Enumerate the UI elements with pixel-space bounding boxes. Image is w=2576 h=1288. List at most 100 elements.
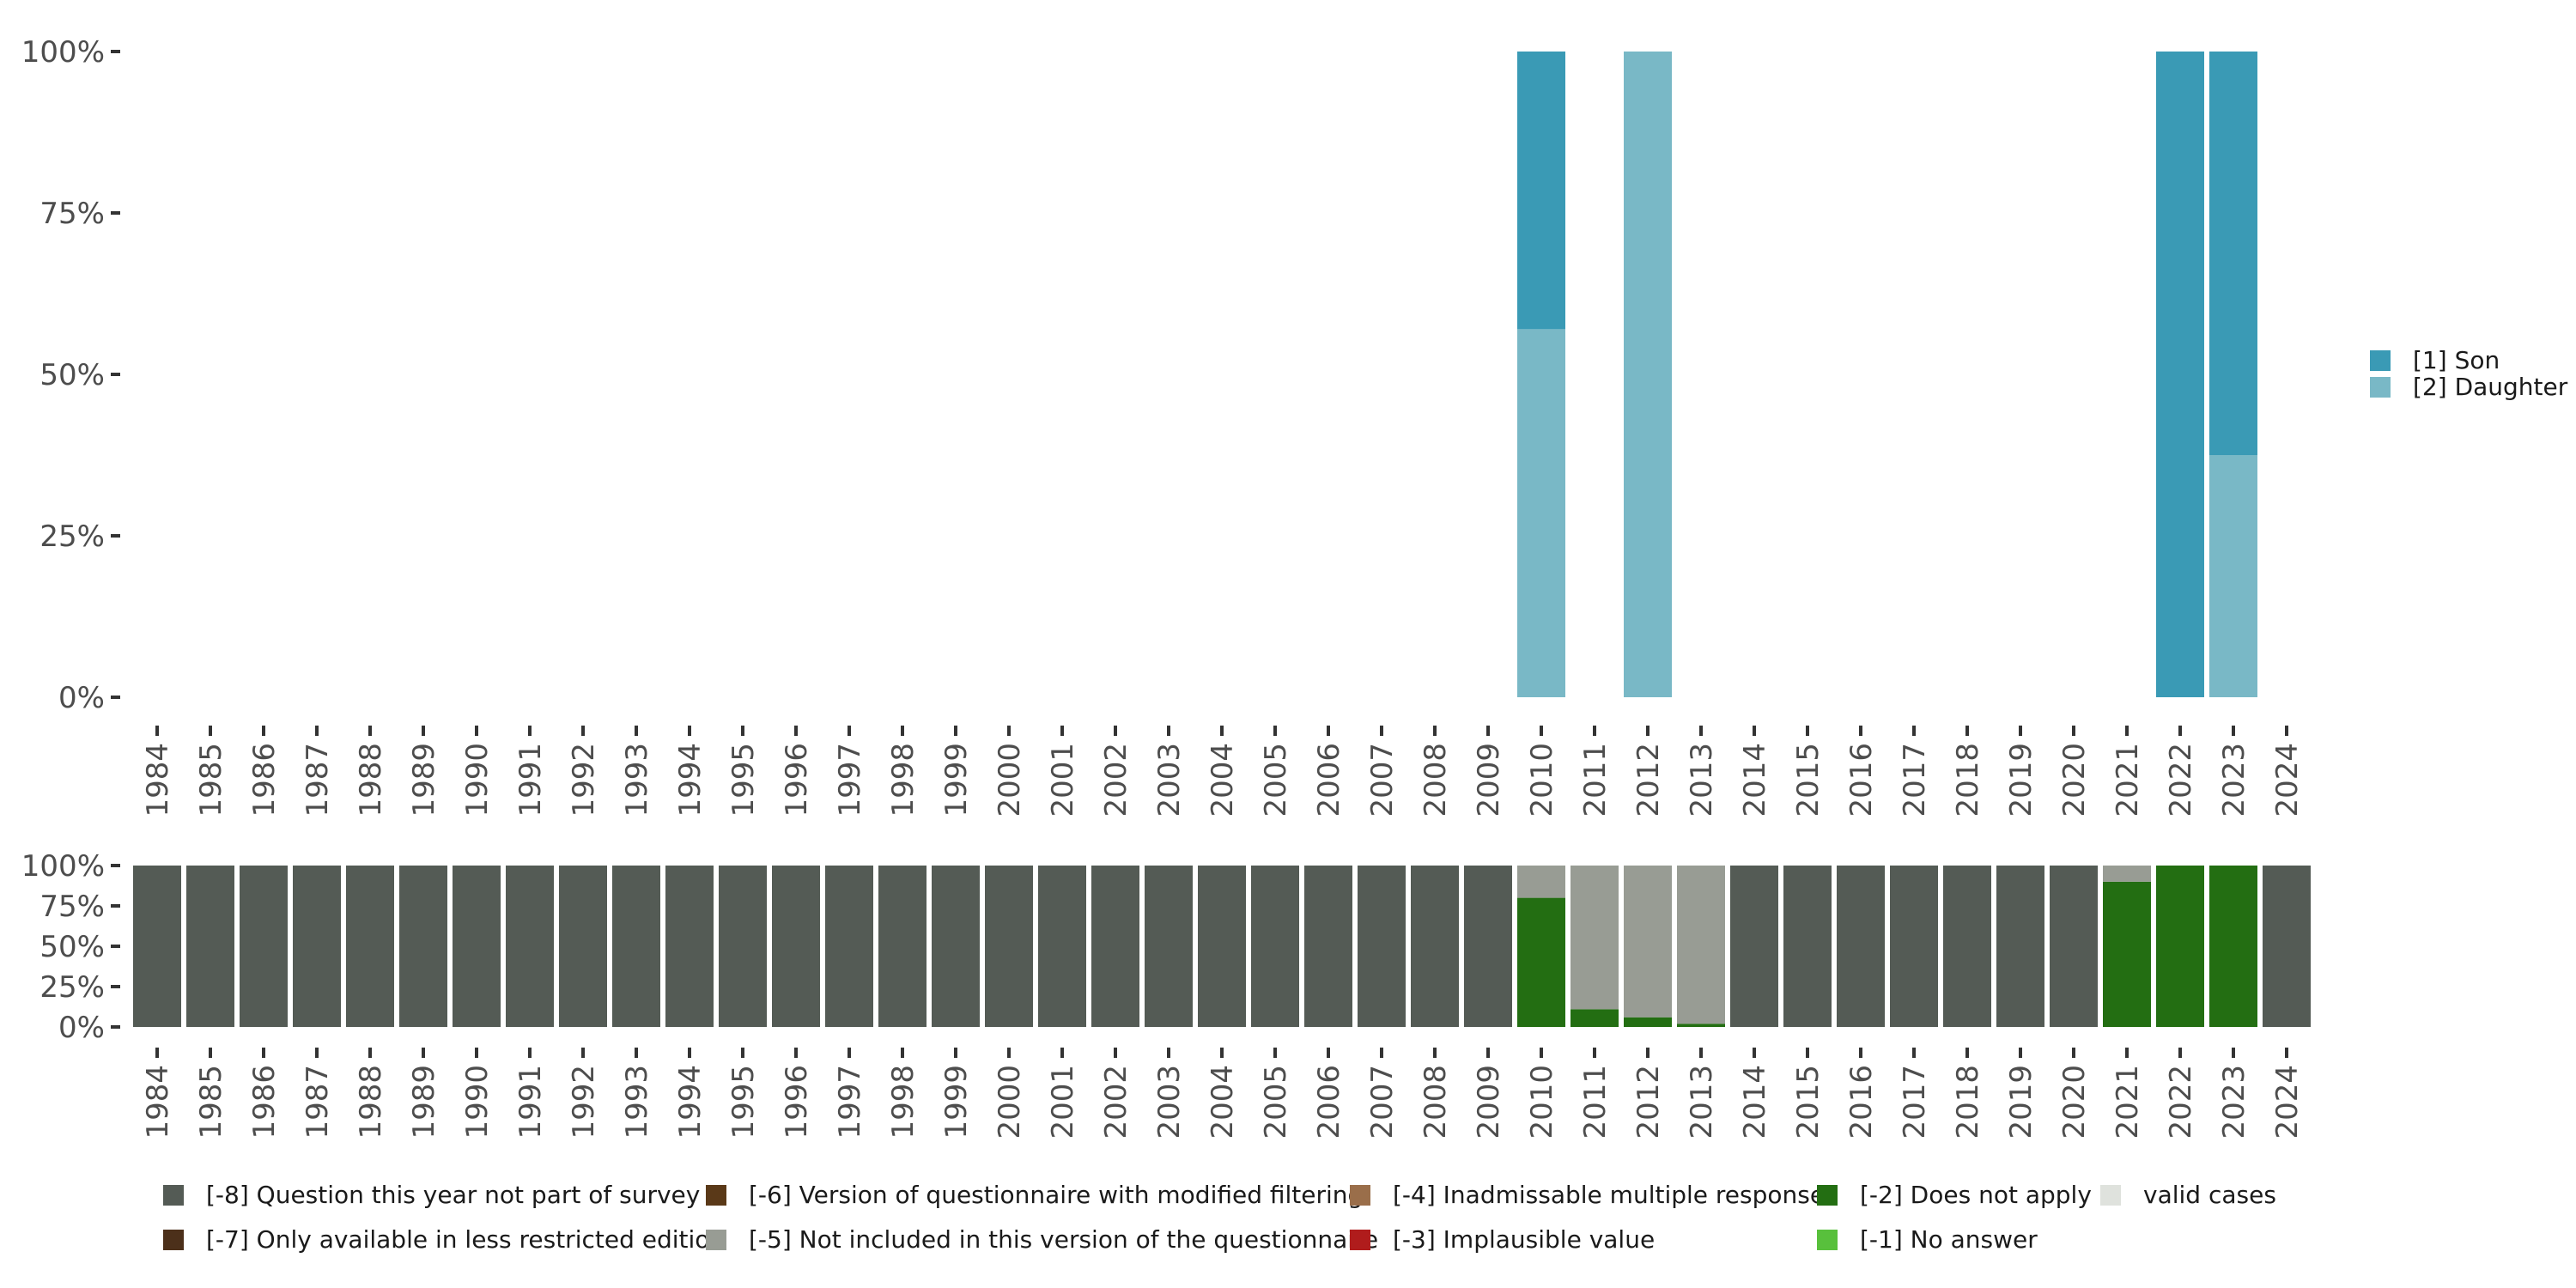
x-tick-label-missing: 2005 bbox=[1259, 1065, 1293, 1139]
legend-swatch-2-daughter bbox=[2370, 377, 2391, 398]
bar-main-2010-1-son bbox=[1517, 52, 1565, 330]
x-tick-label-main: 2020 bbox=[2057, 743, 2092, 817]
x-tick-label-missing: 1997 bbox=[833, 1065, 867, 1139]
x-tick-label-main: 2007 bbox=[1365, 743, 1400, 817]
bar-missing-1993-8-question-this-year-not-part-of-survey bbox=[612, 866, 660, 1027]
missing-legend: [-8] Question this year not part of surv… bbox=[163, 1181, 2276, 1254]
legend-label-6-version-of-questionnaire-with-modified-filtering: [-6] Version of questionnaire with modif… bbox=[749, 1181, 1363, 1209]
bar-missing-2017-8-question-this-year-not-part-of-survey bbox=[1890, 866, 1938, 1027]
bar-missing-2004-8-question-this-year-not-part-of-survey bbox=[1198, 866, 1246, 1027]
x-tick-label-main: 2014 bbox=[1738, 743, 1772, 817]
x-tick-label-missing: 1995 bbox=[726, 1065, 761, 1139]
x-tick-label-main: 2013 bbox=[1685, 743, 1719, 817]
bar-main-2023-1-son bbox=[2209, 52, 2257, 455]
bar-missing-1985-8-question-this-year-not-part-of-survey bbox=[186, 866, 234, 1027]
y-tick-label-missing: 50% bbox=[39, 930, 105, 964]
bar-missing-2021-2-does-not-apply bbox=[2103, 881, 2151, 1027]
bar-missing-1994-8-question-this-year-not-part-of-survey bbox=[665, 866, 714, 1027]
x-tick-label-main: 1993 bbox=[620, 743, 654, 817]
bar-missing-1988-8-question-this-year-not-part-of-survey bbox=[346, 866, 394, 1027]
bar-missing-2010-5-not-included-in-this-version-of-the-questionnaire bbox=[1517, 866, 1565, 898]
x-tick-label-missing: 1989 bbox=[407, 1065, 441, 1139]
bar-missing-2012-5-not-included-in-this-version-of-the-questionnaire bbox=[1624, 866, 1672, 1018]
bar-missing-1986-8-question-this-year-not-part-of-survey bbox=[240, 866, 288, 1027]
x-tick-label-main: 2010 bbox=[1525, 743, 1559, 817]
bar-missing-2013-2-does-not-apply bbox=[1677, 1024, 1725, 1027]
x-tick-label-missing: 2010 bbox=[1525, 1065, 1559, 1139]
x-tick-label-main: 1997 bbox=[833, 743, 867, 817]
bar-missing-1997-8-question-this-year-not-part-of-survey bbox=[825, 866, 873, 1027]
bar-missing-2011-5-not-included-in-this-version-of-the-questionnaire bbox=[1571, 866, 1619, 1010]
x-tick-label-main: 2021 bbox=[2111, 743, 2145, 817]
bar-missing-1990-8-question-this-year-not-part-of-survey bbox=[453, 866, 501, 1027]
legend-label-2-does-not-apply: [-2] Does not apply bbox=[1860, 1181, 2092, 1209]
x-tick-label-main: 2005 bbox=[1259, 743, 1293, 817]
x-tick-label-missing: 2002 bbox=[1099, 1065, 1133, 1139]
bar-missing-2016-8-question-this-year-not-part-of-survey bbox=[1837, 866, 1885, 1027]
y-tick-label-main: 100% bbox=[21, 35, 105, 70]
bar-missing-2021-5-not-included-in-this-version-of-the-questionnaire bbox=[2103, 866, 2151, 882]
bar-missing-2006-8-question-this-year-not-part-of-survey bbox=[1304, 866, 1352, 1027]
x-tick-label-missing: 1984 bbox=[141, 1065, 175, 1139]
x-tick-label-main: 2004 bbox=[1206, 743, 1240, 817]
bar-missing-2024-8-question-this-year-not-part-of-survey bbox=[2263, 866, 2311, 1027]
bar-missing-1987-8-question-this-year-not-part-of-survey bbox=[293, 866, 341, 1027]
x-tick-label-main: 2024 bbox=[2270, 743, 2305, 817]
y-tick-label-missing: 0% bbox=[58, 1011, 105, 1045]
y-tick-label-main: 50% bbox=[39, 358, 105, 392]
bar-missing-1992-8-question-this-year-not-part-of-survey bbox=[559, 866, 607, 1027]
x-tick-label-main: 2019 bbox=[2004, 743, 2038, 817]
bar-missing-2014-8-question-this-year-not-part-of-survey bbox=[1730, 866, 1778, 1027]
legend-swatch-1-no-answer bbox=[1817, 1230, 1838, 1250]
main-panel: 0% 25% 50% 75% 100% 1984 1985 1986 1987 1988 1989 1… bbox=[21, 35, 2305, 817]
x-tick-label-main: 2016 bbox=[1844, 743, 1879, 817]
legend-label-8-question-this-year-not-part-of-survey: [-8] Question this year not part of surv… bbox=[206, 1181, 700, 1209]
legend-swatch-1-son bbox=[2370, 350, 2391, 371]
x-tick-label-main: 2022 bbox=[2164, 743, 2198, 817]
x-tick-label-main: 1989 bbox=[407, 743, 441, 817]
legend-swatch-2-does-not-apply bbox=[1817, 1185, 1838, 1206]
x-tick-label-main: 1988 bbox=[354, 743, 388, 817]
x-tick-label-missing: 2020 bbox=[2057, 1065, 2092, 1139]
legend-label-7-only-available-in-less-restricted-edition: [-7] Only available in less restricted e… bbox=[206, 1225, 725, 1254]
bar-missing-2023-2-does-not-apply bbox=[2209, 866, 2257, 1027]
x-tick-label-main: 2023 bbox=[2217, 743, 2251, 817]
x-tick-label-main: 1995 bbox=[726, 743, 761, 817]
x-tick-label-main: 2012 bbox=[1631, 743, 1666, 817]
x-tick-label-main: 1985 bbox=[194, 743, 228, 817]
x-tick-label-main: 2003 bbox=[1152, 743, 1187, 817]
bar-missing-2003-8-question-this-year-not-part-of-survey bbox=[1145, 866, 1193, 1027]
bar-missing-2018-8-question-this-year-not-part-of-survey bbox=[1943, 866, 1991, 1027]
y-tick-label-missing: 100% bbox=[21, 849, 105, 884]
legend-swatch-4-inadmissable-multiple-response bbox=[1350, 1185, 1370, 1206]
x-tick-label-main: 1994 bbox=[673, 743, 708, 817]
x-tick-label-missing: 1986 bbox=[247, 1065, 282, 1139]
x-tick-label-missing: 1987 bbox=[301, 1065, 335, 1139]
x-tick-label-missing: 2001 bbox=[1046, 1065, 1080, 1139]
x-tick-label-main: 2002 bbox=[1099, 743, 1133, 817]
main-legend: [1] Son[2] Daughter bbox=[2370, 346, 2568, 401]
x-tick-label-main: 1991 bbox=[513, 743, 548, 817]
y-tick-label-main: 25% bbox=[39, 519, 105, 554]
bar-missing-2022-2-does-not-apply bbox=[2156, 866, 2204, 1027]
bar-missing-2020-8-question-this-year-not-part-of-survey bbox=[2050, 866, 2098, 1027]
legend-label-2-daughter: [2] Daughter bbox=[2413, 373, 2568, 401]
bar-missing-2015-8-question-this-year-not-part-of-survey bbox=[1783, 866, 1832, 1027]
missing-panel: 0% 25% 50% 75% 100% 1984 1985 1986 1987 1988 1989 1… bbox=[21, 849, 2311, 1139]
bar-missing-2011-2-does-not-apply bbox=[1571, 1009, 1619, 1027]
bar-missing-2000-8-question-this-year-not-part-of-survey bbox=[985, 866, 1033, 1027]
legend-label-5-not-included-in-this-version-of-the-questionnaire: [-5] Not included in this version of the… bbox=[749, 1225, 1378, 1254]
bar-missing-2008-8-question-this-year-not-part-of-survey bbox=[1411, 866, 1459, 1027]
x-tick-label-missing: 1990 bbox=[460, 1065, 495, 1139]
legend-swatch-8-question-this-year-not-part-of-survey bbox=[163, 1185, 184, 1206]
x-tick-label-main: 2018 bbox=[1951, 743, 1985, 817]
y-tick-label-main: 0% bbox=[58, 681, 105, 715]
x-tick-label-main: 1987 bbox=[301, 743, 335, 817]
x-tick-label-missing: 2000 bbox=[993, 1065, 1027, 1139]
legend-label-valid-cases: valid cases bbox=[2143, 1181, 2276, 1209]
bar-missing-2009-8-question-this-year-not-part-of-survey bbox=[1464, 866, 1512, 1027]
x-tick-label-missing: 2007 bbox=[1365, 1065, 1400, 1139]
legend-swatch-7-only-available-in-less-restricted-edition bbox=[163, 1230, 184, 1250]
x-tick-label-missing: 2012 bbox=[1631, 1065, 1666, 1139]
